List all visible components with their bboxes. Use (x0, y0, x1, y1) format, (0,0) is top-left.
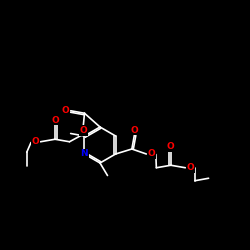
Text: O: O (148, 150, 155, 158)
Text: O: O (167, 142, 175, 151)
Text: O: O (62, 106, 70, 115)
Text: O: O (32, 137, 40, 146)
Text: O: O (130, 126, 138, 135)
Text: O: O (186, 163, 194, 172)
Text: N: N (80, 150, 88, 158)
Text: O: O (80, 126, 87, 135)
Text: O: O (51, 116, 59, 125)
